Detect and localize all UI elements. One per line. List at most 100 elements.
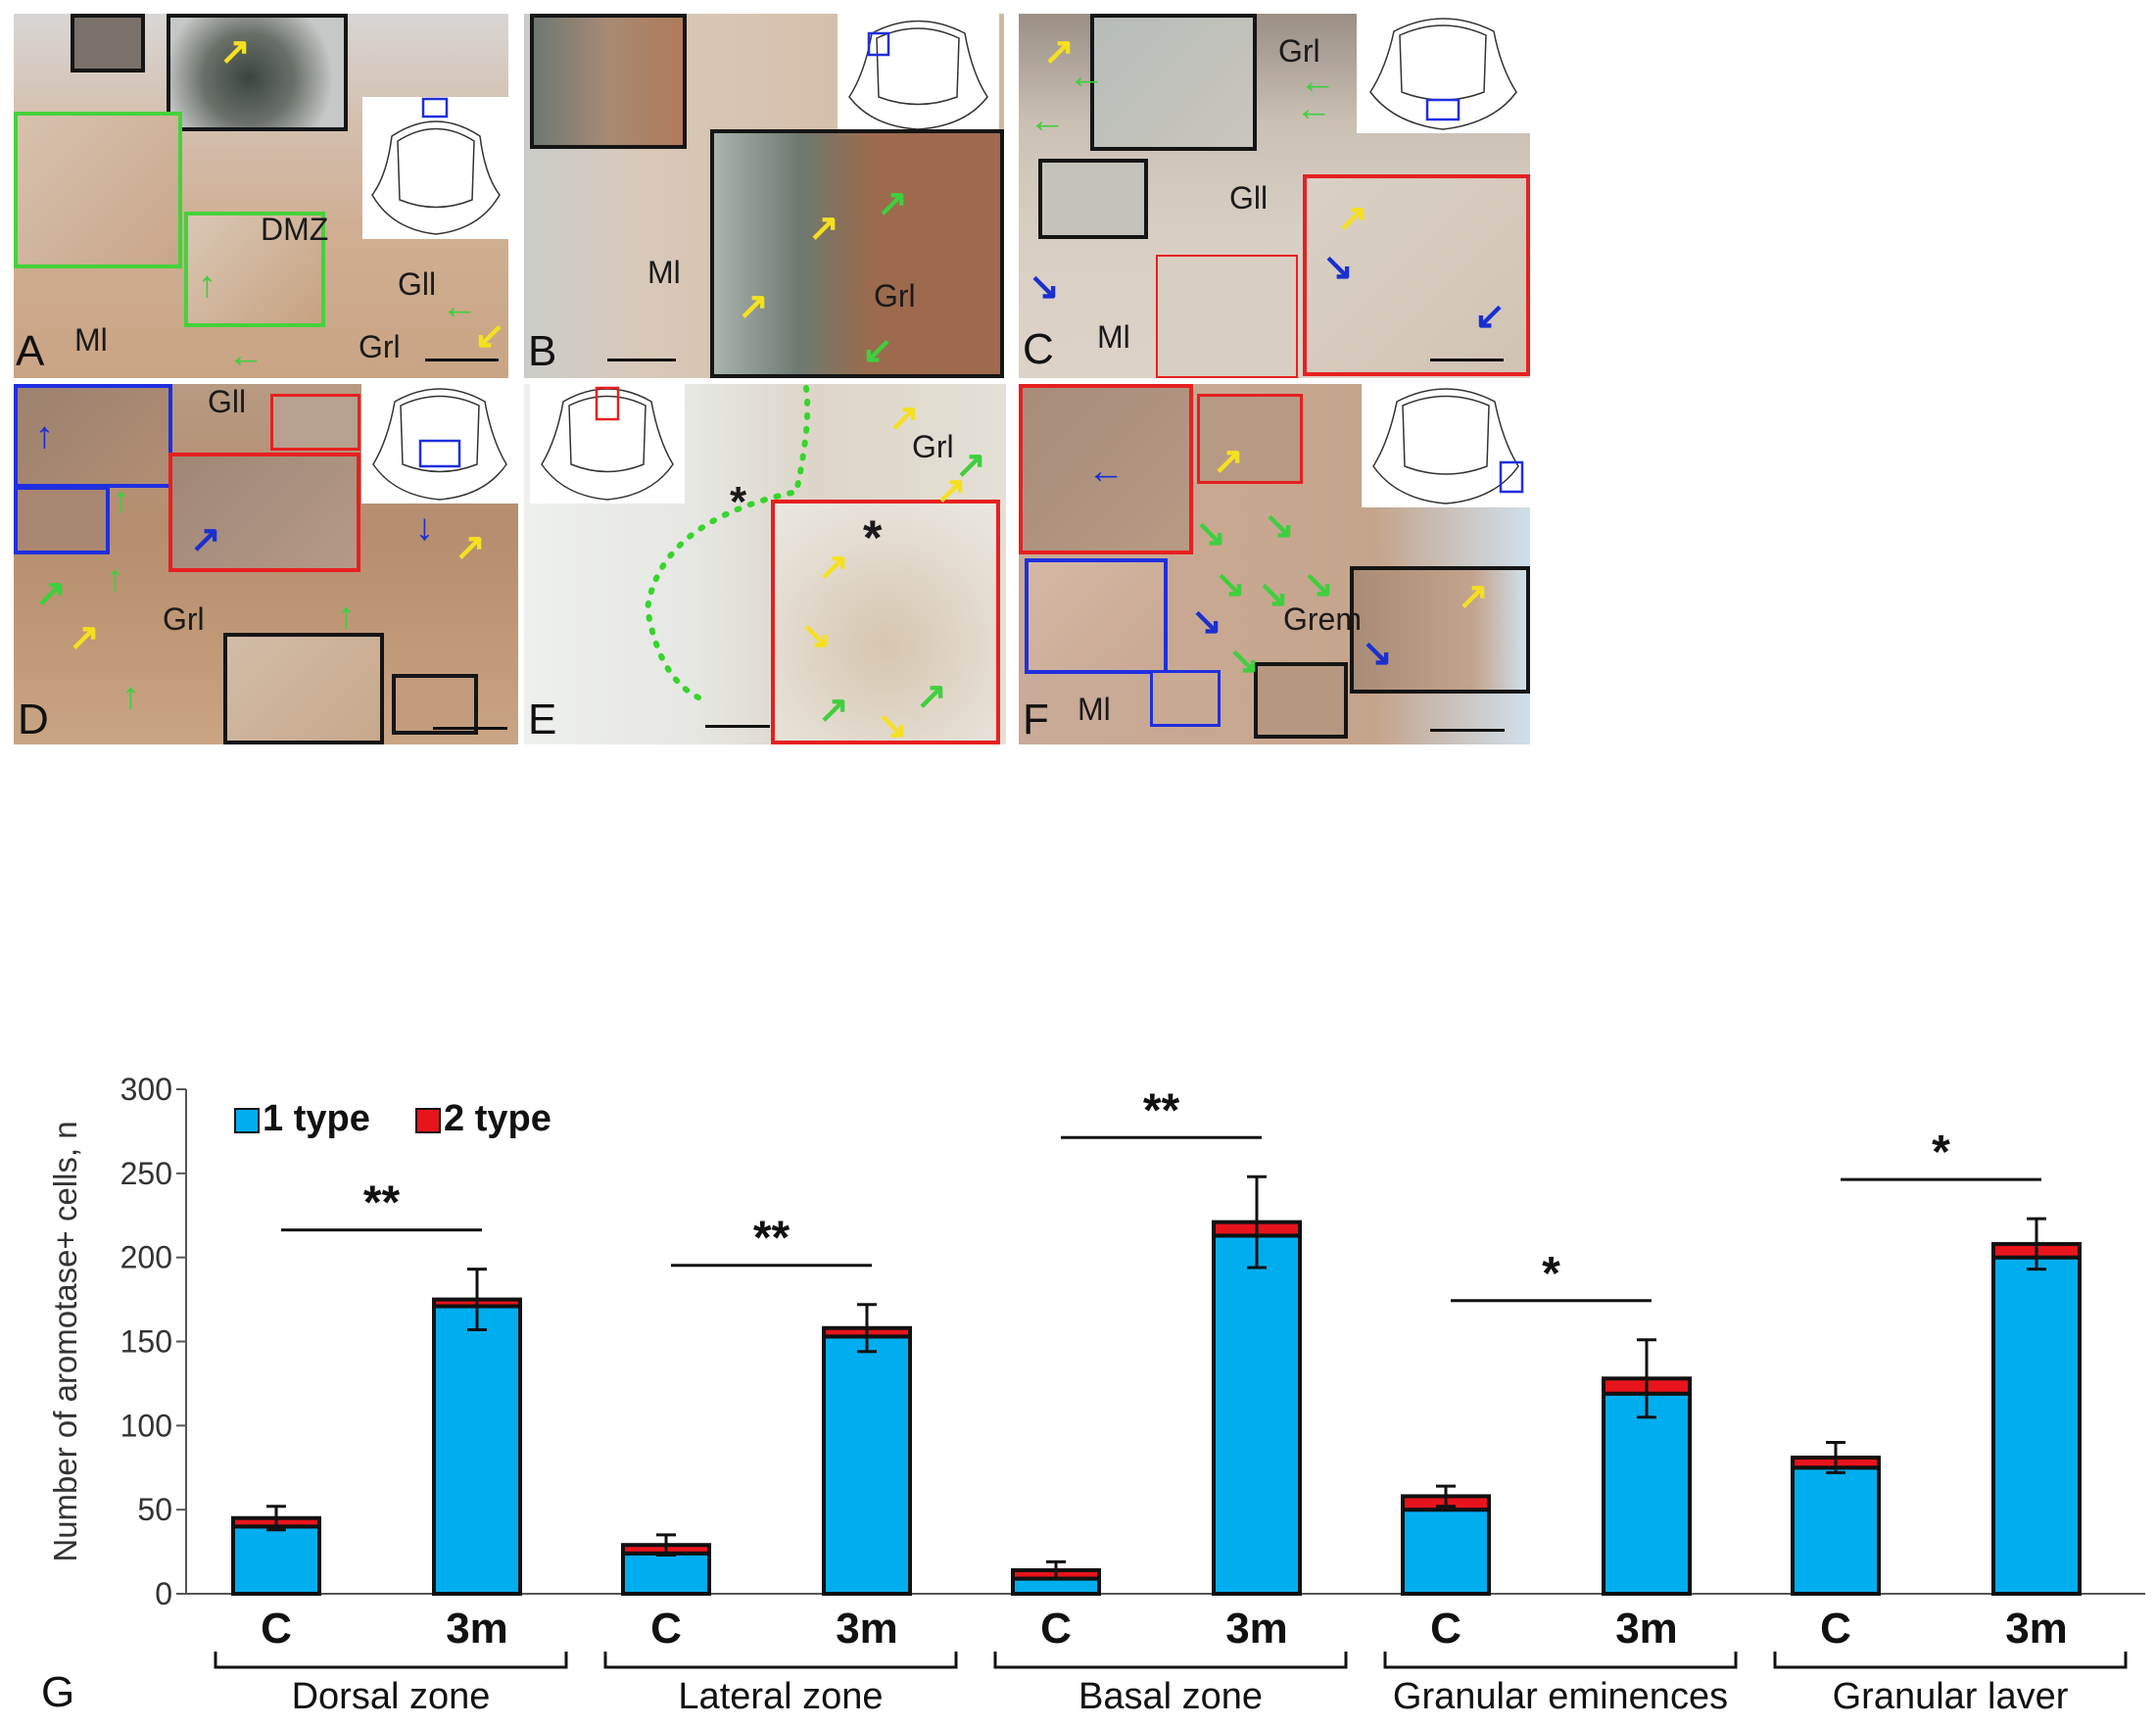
green-arrow-icon: ↗ <box>877 183 908 224</box>
panel-d-micrograph: Gll Grl ↑ ↑ ↗ ↗ ↑ ↗ ↑ ↑ ↓ ↗ D <box>14 384 518 744</box>
y-axis-label: Number of aromotase+ cells, n <box>47 1121 83 1561</box>
inset-red-enlarged <box>1303 174 1530 376</box>
bar-type1 <box>1401 1508 1491 1596</box>
schematic-diagram <box>361 384 518 503</box>
yellow-arrow-icon: ↗ <box>935 470 967 511</box>
category-label: C <box>1040 1605 1072 1653</box>
yellow-arrow-icon: ↗ <box>808 208 839 249</box>
panel-f-micrograph: Grem Ml ← ↗ ↘ ↘ ↘ ↘ ↘ ↘ ↘ ↗ ↘ F <box>1019 384 1530 744</box>
category-label: 3m <box>1225 1605 1288 1653</box>
category-label: 3m <box>446 1605 508 1653</box>
label-ml: Ml <box>1097 319 1130 355</box>
panel-letter-e: E <box>528 695 557 743</box>
yellow-arrow-icon: ↗ <box>1337 198 1368 239</box>
blue-arrow-icon: ↘ <box>1191 601 1222 643</box>
bar-type1 <box>432 1304 522 1596</box>
bar-type1 <box>1011 1576 1101 1596</box>
significance-marker: ** <box>753 1213 791 1265</box>
blue-arrow-icon: ← <box>1087 451 1125 492</box>
yellow-arrow-icon: ↗ <box>1213 441 1244 482</box>
label-grl: Grl <box>1278 33 1320 69</box>
green-arrow-icon: ↘ <box>1228 641 1260 682</box>
blue-arrow-icon: ↘ <box>1362 633 1393 674</box>
panel-letter-d: D <box>18 695 49 743</box>
panel-e-micrograph: Grl * * ↗ ↗ ↗ ↗ ↘ ↗ ↗ ↘ E <box>524 384 1006 744</box>
y-tick-label: 100 <box>120 1408 172 1443</box>
bar-chart: 0 50 100 150 200 250 300 Number of aromotase+ c… <box>41 1072 2145 1717</box>
green-arrow-icon: ↘ <box>1258 574 1289 615</box>
label-grl: Grl <box>912 429 954 464</box>
label-gll: Gll <box>208 384 247 419</box>
group-bracket <box>603 1652 958 1669</box>
bar-type1 <box>1991 1255 2082 1597</box>
category-label: 3m <box>836 1605 898 1653</box>
bar-type1 <box>621 1551 711 1596</box>
blue-arrow-icon: ↘ <box>1322 247 1354 288</box>
inset-black-enlarged <box>710 129 1004 378</box>
group-label: Basal zone <box>1078 1676 1263 1717</box>
inset-red-enlarged <box>771 500 1000 744</box>
y-tick-label: 250 <box>120 1156 172 1191</box>
label-ml: Ml <box>647 255 681 290</box>
schematic-diagram <box>362 97 508 239</box>
yellow-arrow-icon: ↗ <box>69 617 100 658</box>
group-label: Dorsal zone <box>292 1676 491 1717</box>
yellow-arrow-icon: ↗ <box>888 398 920 439</box>
yellow-arrow-icon: ↙ <box>474 315 505 357</box>
label-asterisk: * <box>730 478 747 526</box>
scale-bar <box>607 359 676 361</box>
panel-letter-a: A <box>16 327 45 375</box>
schematic-diagram <box>1357 14 1530 133</box>
inset-black-top <box>71 14 145 72</box>
yellow-arrow-icon: ↘ <box>877 705 908 744</box>
label-gll: Gll <box>398 266 437 302</box>
label-gll: Gll <box>1229 180 1269 216</box>
category-label: 3m <box>2005 1605 2068 1653</box>
panel-letter-c: C <box>1023 325 1054 373</box>
inset-black-top <box>530 14 687 149</box>
inset-black-enlarged <box>223 633 384 744</box>
y-tick-label: 0 <box>155 1576 172 1611</box>
green-arrow-icon: ← <box>1295 88 1332 129</box>
scale-bar <box>1430 359 1504 361</box>
group-label: Granular eminences <box>1393 1676 1728 1717</box>
scale-bar <box>425 359 499 361</box>
panel-b-micrograph: Ml Grl ↗ ↗ ↗ ↙ B <box>524 14 1004 378</box>
green-arrow-icon: ↘ <box>1195 513 1226 554</box>
label-ml: Ml <box>1078 692 1111 727</box>
panel-letter-b: B <box>528 327 557 375</box>
group-bracket <box>1773 1652 2128 1669</box>
panel-letter-g: G <box>41 1668 74 1716</box>
green-arrow-icon: ↘ <box>1303 564 1334 605</box>
legend-swatch-type1 <box>234 1108 260 1133</box>
inset-red-small <box>1156 255 1298 378</box>
inset-blue-small <box>14 486 110 554</box>
dotted-boundary <box>644 385 811 700</box>
bar-type1 <box>1212 1233 1302 1596</box>
inset-blue-small <box>1150 670 1221 727</box>
green-arrow-icon: ↑ <box>112 480 130 521</box>
blue-arrow-icon: ↑ <box>35 415 54 456</box>
green-arrow-icon: ↘ <box>1264 505 1295 547</box>
green-arrow-icon: ↑ <box>121 676 140 717</box>
green-arrow-icon: ↗ <box>818 690 849 731</box>
inset-black-small <box>1254 662 1348 739</box>
label-asterisk-inset: * <box>863 510 883 565</box>
legend-label-type2: 2 type <box>444 1098 551 1139</box>
scale-bar <box>1430 729 1505 732</box>
green-arrow-icon: ↑ <box>198 264 216 306</box>
green-arrow-icon: ↑ <box>106 558 124 599</box>
bar-type1 <box>822 1334 912 1596</box>
y-tick-label: 150 <box>120 1324 172 1360</box>
inset-red-enlarged <box>168 453 360 572</box>
y-tick-label: 300 <box>120 1072 172 1107</box>
blue-arrow-icon: ↗ <box>190 519 221 560</box>
inset-green-left <box>14 112 182 268</box>
green-arrow-icon: ← <box>1029 100 1066 141</box>
green-arrow-icon: ↗ <box>955 445 986 486</box>
group-bracket <box>993 1652 1348 1669</box>
category-label: 3m <box>1615 1605 1678 1653</box>
group-bracket <box>1383 1652 1738 1669</box>
yellow-arrow-icon: ↗ <box>1458 576 1489 617</box>
schematic-diagram <box>1362 384 1530 507</box>
